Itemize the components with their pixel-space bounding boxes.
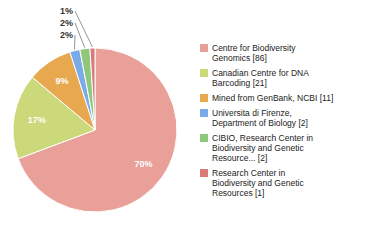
legend-label: Canadian Centre for DNABarcoding [21] [212, 68, 309, 88]
legend-label: Mined from GenBank, NCBI [11] [212, 93, 333, 103]
legend-swatch [200, 94, 208, 102]
data-labels: 70% 17% 9% 2% 2% 1% [28, 6, 153, 169]
leader-line [75, 23, 85, 48]
legend-swatch [200, 134, 208, 142]
legend-label: Research Center inBiodiversity and Genet… [212, 168, 304, 198]
data-label: 9% [56, 76, 69, 86]
leader-line [75, 11, 92, 47]
data-label: 17% [28, 115, 46, 125]
data-label: 70% [135, 159, 153, 169]
legend-label: Centre for BiodiversityGenomics [86] [212, 43, 296, 63]
chart-container: 70% 17% 9% 2% 2% 1% Centre for BiodiversityGen… [0, 0, 380, 240]
pie-slice [90, 48, 95, 130]
legend-swatch [200, 44, 208, 52]
data-label: 2% [60, 18, 73, 28]
leader-line [74, 35, 75, 50]
legend-swatch [200, 109, 208, 117]
legend: Centre for BiodiversityGenomics [86] Cana… [200, 43, 333, 198]
legend-swatch [200, 69, 208, 77]
data-label: 1% [60, 6, 73, 16]
chart: 70% 17% 9% 2% 2% 1% Centre for BiodiversityGen… [0, 0, 380, 240]
legend-label: CIBIO, Research Center inBiodiversity an… [212, 133, 313, 163]
pie-slice [80, 48, 95, 130]
slices [13, 48, 177, 212]
legend-swatch [200, 169, 208, 177]
data-label: 2% [60, 30, 73, 40]
legend-label: Universita di Firenze,Department of Biol… [212, 108, 308, 128]
